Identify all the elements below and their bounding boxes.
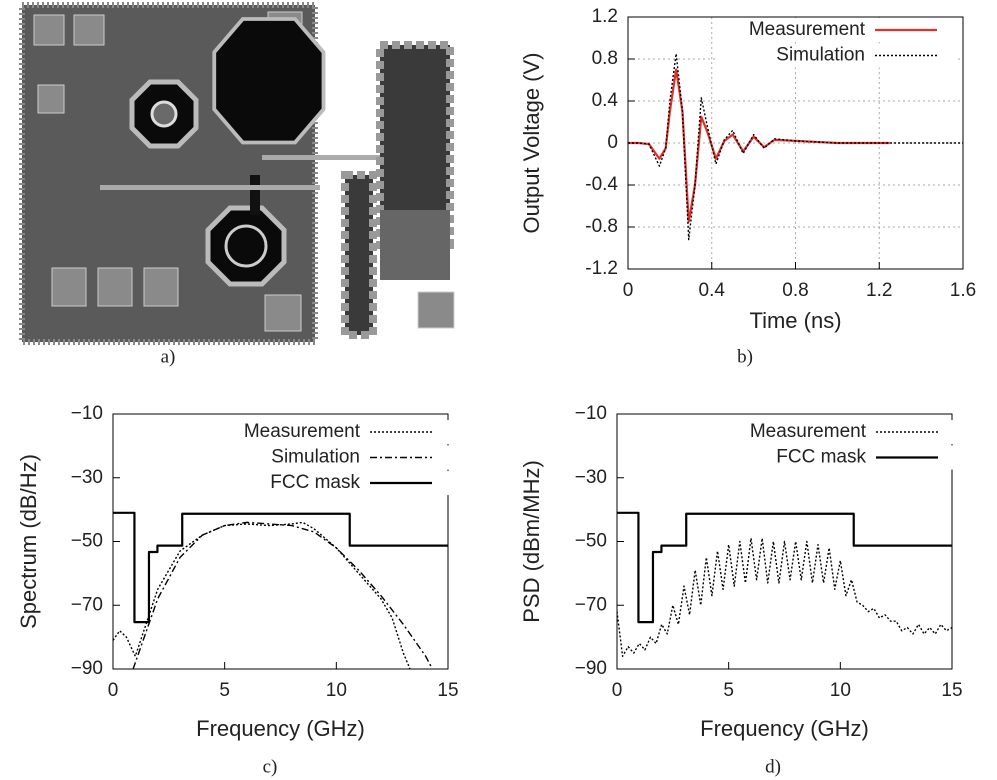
y-tick-label: -1.2 — [585, 258, 618, 279]
y-tick-label: −90 — [71, 658, 103, 679]
x-tick-label: 0 — [612, 680, 623, 701]
y-tick-label: −50 — [71, 531, 103, 552]
y-tick-label: -0.4 — [585, 174, 618, 195]
y-tick-label: 0.8 — [592, 48, 618, 69]
chart: −90 −70 −50 −30 −10 0 5 10 15 Frequency (GHz) PSD … — [519, 403, 963, 777]
x-tick-label: 1.2 — [866, 280, 892, 301]
series-line — [132, 521, 433, 669]
series-line — [113, 521, 411, 669]
legend-label: Measurement — [244, 421, 361, 442]
y-tick-label: −70 — [575, 594, 607, 615]
plot — [617, 511, 952, 657]
y-tick-label: −30 — [71, 467, 103, 488]
y-tick-label: −10 — [575, 403, 607, 424]
y-tick-label: 1.2 — [592, 6, 618, 27]
x-tick-label: 10 — [326, 680, 347, 701]
plot — [113, 511, 448, 669]
series-line — [617, 537, 952, 657]
x-tick-label: 5 — [219, 680, 230, 701]
series-line — [113, 511, 448, 624]
y-tick-label: −90 — [575, 658, 607, 679]
legend-label: FCC mask — [776, 447, 866, 468]
x-tick-label: 15 — [941, 680, 962, 701]
legend-label: FCC mask — [270, 472, 360, 493]
series-line — [617, 511, 952, 624]
caption: b) — [737, 346, 753, 367]
y-tick-label: −50 — [575, 531, 607, 552]
y-tick-label: −30 — [575, 467, 607, 488]
x-tick-label: 15 — [437, 680, 458, 701]
legend-label: Simulation — [776, 45, 865, 66]
chart: −90 −70 −50 −30 −10 0 5 10 15 Frequency (GHz) Spec… — [16, 403, 459, 777]
legend-label: Measurement — [750, 421, 867, 442]
series-line — [628, 53, 963, 241]
legend-label: Measurement — [749, 19, 866, 40]
x-tick-label: 1.6 — [950, 280, 976, 301]
x-tick-label: 0 — [108, 680, 119, 701]
x-tick-label: 0.8 — [782, 280, 808, 301]
x-tick-label: 0 — [623, 280, 634, 301]
x-tick-label: 0.4 — [699, 280, 726, 301]
series-line — [628, 68, 890, 223]
y-tick-label: 0 — [607, 132, 618, 153]
y-axis-label: Output Voltage (V) — [519, 53, 544, 234]
x-axis-label: Frequency (GHz) — [700, 716, 869, 741]
plot — [628, 53, 963, 241]
x-tick-label: 5 — [723, 680, 734, 701]
plot-frame — [616, 413, 953, 670]
x-axis-label: Frequency (GHz) — [196, 716, 365, 741]
plot-frame — [112, 413, 449, 670]
y-axis-label: PSD (dBm/MHz) — [519, 460, 544, 623]
caption: a) — [161, 346, 176, 367]
caption: c) — [263, 756, 278, 777]
x-tick-label: 10 — [830, 680, 851, 701]
y-axis-label: Spectrum (dB/Hz) — [16, 454, 41, 629]
y-tick-label: −10 — [71, 403, 103, 424]
y-tick-label: −70 — [71, 594, 103, 615]
x-axis-label: Time (ns) — [749, 308, 841, 333]
legend-label: Simulation — [271, 447, 360, 468]
y-tick-label: 0.4 — [592, 90, 619, 111]
y-tick-label: -0.8 — [585, 216, 618, 237]
chart: -1.2 -0.8 -0.4 0 0.4 0.8 1.2 0 0.4 0.8 1.2 1.6 Time … — [519, 6, 976, 367]
caption: d) — [765, 756, 781, 777]
chip-photo — [19, 2, 455, 345]
